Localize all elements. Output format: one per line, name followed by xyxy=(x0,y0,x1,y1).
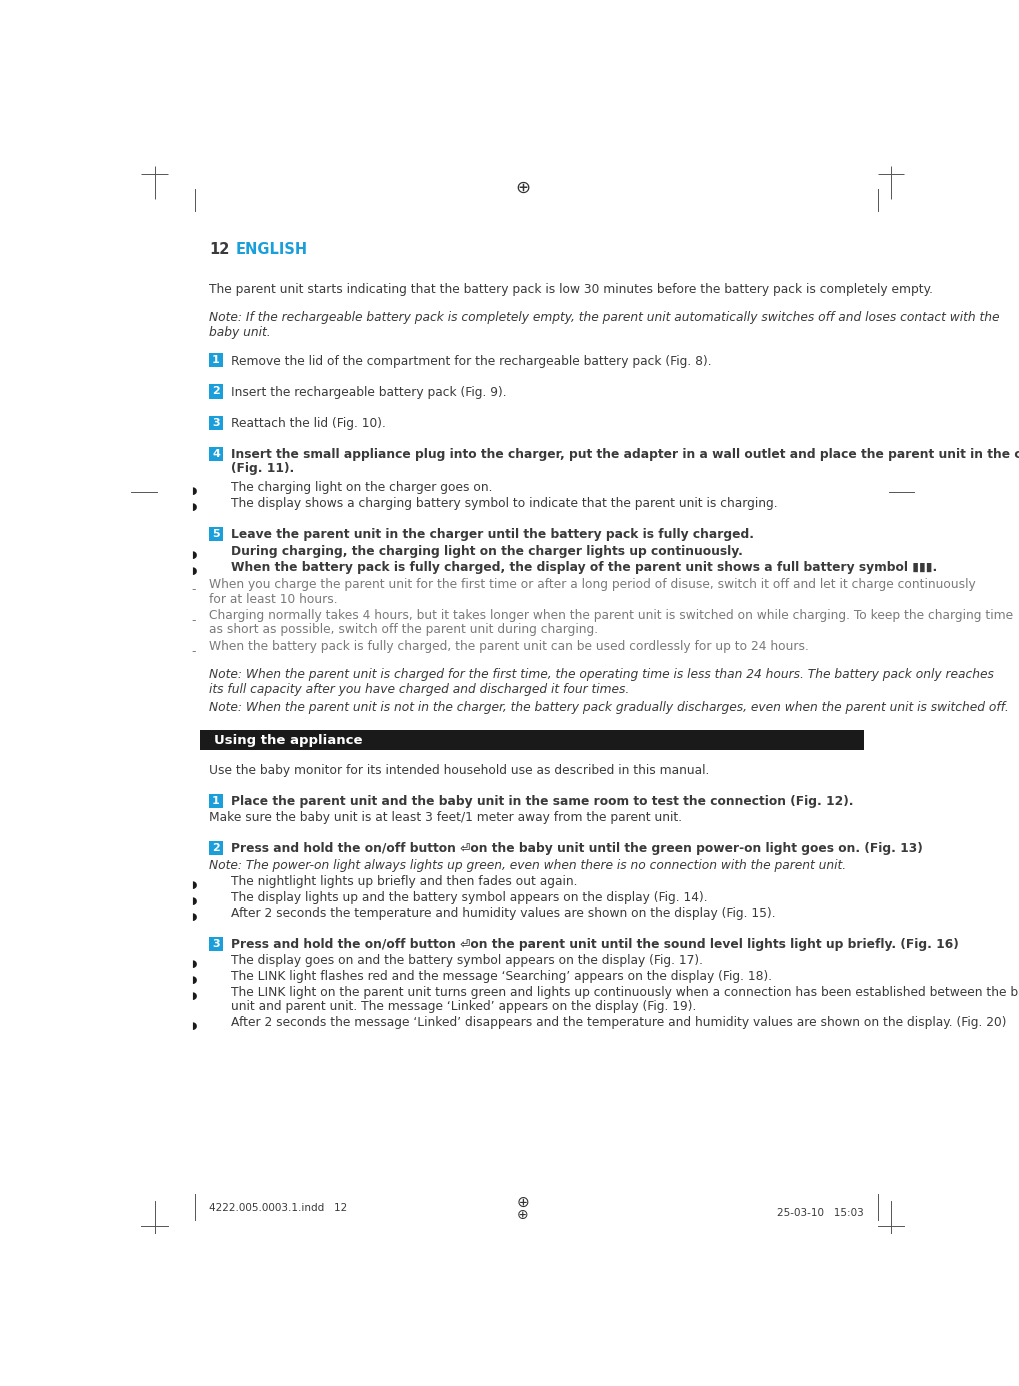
Text: Reattach the lid (Fig. 10).: Reattach the lid (Fig. 10). xyxy=(230,417,385,430)
FancyBboxPatch shape xyxy=(209,353,223,367)
Text: its full capacity after you have charged and discharged it four times.: its full capacity after you have charged… xyxy=(209,683,629,696)
Text: unit and parent unit. The message ‘Linked’ appears on the display (Fig. 19).: unit and parent unit. The message ‘Linke… xyxy=(230,999,695,1013)
FancyBboxPatch shape xyxy=(209,446,223,462)
Text: ◗: ◗ xyxy=(191,959,197,969)
Text: Remove the lid of the compartment for the rechargeable battery pack (Fig. 8).: Remove the lid of the compartment for th… xyxy=(230,355,710,367)
Text: 3: 3 xyxy=(212,938,220,948)
Text: The LINK light on the parent unit turns green and lights up continuously when a : The LINK light on the parent unit turns … xyxy=(230,985,1019,999)
Text: The parent unit starts indicating that the battery pack is low 30 minutes before: The parent unit starts indicating that t… xyxy=(209,283,932,295)
Text: ◗: ◗ xyxy=(191,502,197,513)
Text: Note: If the rechargeable battery pack is completely empty, the parent unit auto: Note: If the rechargeable battery pack i… xyxy=(209,312,999,324)
Text: ◗: ◗ xyxy=(191,976,197,985)
FancyBboxPatch shape xyxy=(209,384,223,399)
Text: The display lights up and the battery symbol appears on the display (Fig. 14).: The display lights up and the battery sy… xyxy=(230,891,706,904)
Text: Leave the parent unit in the charger until the battery pack is fully charged.: Leave the parent unit in the charger unt… xyxy=(230,528,753,542)
Text: When the battery pack is fully charged, the parent unit can be used cordlessly f: When the battery pack is fully charged, … xyxy=(209,639,808,653)
Text: Using the appliance: Using the appliance xyxy=(213,733,362,747)
Text: 2: 2 xyxy=(212,387,220,396)
Text: ⊕: ⊕ xyxy=(517,1209,528,1222)
Text: The LINK light flashes red and the message ‘Searching’ appears on the display (F: The LINK light flashes red and the messa… xyxy=(230,970,771,983)
Text: Note: The power-on light always lights up green, even when there is no connectio: Note: The power-on light always lights u… xyxy=(209,859,845,872)
Text: When the battery pack is fully charged, the display of the parent unit shows a f: When the battery pack is fully charged, … xyxy=(230,561,935,574)
Text: -: - xyxy=(191,644,196,657)
Text: ◗: ◗ xyxy=(191,912,197,922)
Text: ◗: ◗ xyxy=(191,486,197,496)
Text: as short as possible, switch off the parent unit during charging.: as short as possible, switch off the par… xyxy=(209,624,597,636)
Text: After 2 seconds the message ‘Linked’ disappears and the temperature and humidity: After 2 seconds the message ‘Linked’ dis… xyxy=(230,1016,1005,1028)
Text: Press and hold the on/off button ⏎on the parent unit until the sound level light: Press and hold the on/off button ⏎on the… xyxy=(230,938,958,951)
Text: ⊕: ⊕ xyxy=(516,1195,529,1210)
Text: Use the baby monitor for its intended household use as described in this manual.: Use the baby monitor for its intended ho… xyxy=(209,764,708,778)
Text: 1: 1 xyxy=(212,355,220,366)
Text: 12: 12 xyxy=(209,241,229,256)
FancyBboxPatch shape xyxy=(209,794,223,808)
Text: 2: 2 xyxy=(212,843,220,852)
Text: The display goes on and the battery symbol appears on the display (Fig. 17).: The display goes on and the battery symb… xyxy=(230,955,702,967)
Text: 4: 4 xyxy=(212,449,220,459)
FancyBboxPatch shape xyxy=(209,840,223,855)
Text: ENGLISH: ENGLISH xyxy=(235,241,308,256)
Text: ◗: ◗ xyxy=(191,1020,197,1031)
Text: ◗: ◗ xyxy=(191,897,197,906)
Text: ◗: ◗ xyxy=(191,567,197,577)
Text: for at least 10 hours.: for at least 10 hours. xyxy=(209,593,337,606)
Text: Note: When the parent unit is not in the charger, the battery pack gradually dis: Note: When the parent unit is not in the… xyxy=(209,701,1008,714)
Text: Charging normally takes 4 hours, but it takes longer when the parent unit is swi: Charging normally takes 4 hours, but it … xyxy=(209,608,1012,622)
Text: ◗: ◗ xyxy=(191,880,197,890)
FancyBboxPatch shape xyxy=(209,527,223,542)
Text: The display shows a charging battery symbol to indicate that the parent unit is : The display shows a charging battery sym… xyxy=(230,498,776,510)
Text: Press and hold the on/off button ⏎on the baby unit until the green power-on ligh: Press and hold the on/off button ⏎on the… xyxy=(230,843,921,855)
Text: 4222.005.0003.1.indd   12: 4222.005.0003.1.indd 12 xyxy=(209,1203,346,1213)
Text: The charging light on the charger goes on.: The charging light on the charger goes o… xyxy=(230,481,491,493)
Text: (Fig. 11).: (Fig. 11). xyxy=(230,463,293,475)
Text: 1: 1 xyxy=(212,796,220,805)
Text: Insert the rechargeable battery pack (Fig. 9).: Insert the rechargeable battery pack (Fi… xyxy=(230,385,505,399)
Text: -: - xyxy=(191,614,196,626)
Text: ◗: ◗ xyxy=(191,550,197,560)
Text: -: - xyxy=(191,584,196,596)
Text: 25-03-10   15:03: 25-03-10 15:03 xyxy=(776,1209,863,1218)
Text: 5: 5 xyxy=(212,529,220,539)
FancyBboxPatch shape xyxy=(209,416,223,430)
Text: After 2 seconds the temperature and humidity values are shown on the display (Fi: After 2 seconds the temperature and humi… xyxy=(230,906,774,920)
Text: Note: When the parent unit is charged for the first time, the operating time is : Note: When the parent unit is charged fo… xyxy=(209,668,993,682)
FancyBboxPatch shape xyxy=(209,937,223,951)
Text: baby unit.: baby unit. xyxy=(209,326,270,338)
Text: When you charge the parent unit for the first time or after a long period of dis: When you charge the parent unit for the … xyxy=(209,578,974,592)
Text: Insert the small appliance plug into the charger, put the adapter in a wall outl: Insert the small appliance plug into the… xyxy=(230,448,1019,462)
Text: ⊕: ⊕ xyxy=(515,179,530,197)
FancyBboxPatch shape xyxy=(200,730,863,750)
Text: ◗: ◗ xyxy=(191,991,197,1001)
Text: 3: 3 xyxy=(212,417,220,428)
Text: Make sure the baby unit is at least 3 feet/1 meter away from the parent unit.: Make sure the baby unit is at least 3 fe… xyxy=(209,811,682,823)
Text: The nightlight lights up briefly and then fades out again.: The nightlight lights up briefly and the… xyxy=(230,876,577,888)
Text: During charging, the charging light on the charger lights up continuously.: During charging, the charging light on t… xyxy=(230,545,742,557)
Text: Place the parent unit and the baby unit in the same room to test the connection : Place the parent unit and the baby unit … xyxy=(230,796,852,808)
